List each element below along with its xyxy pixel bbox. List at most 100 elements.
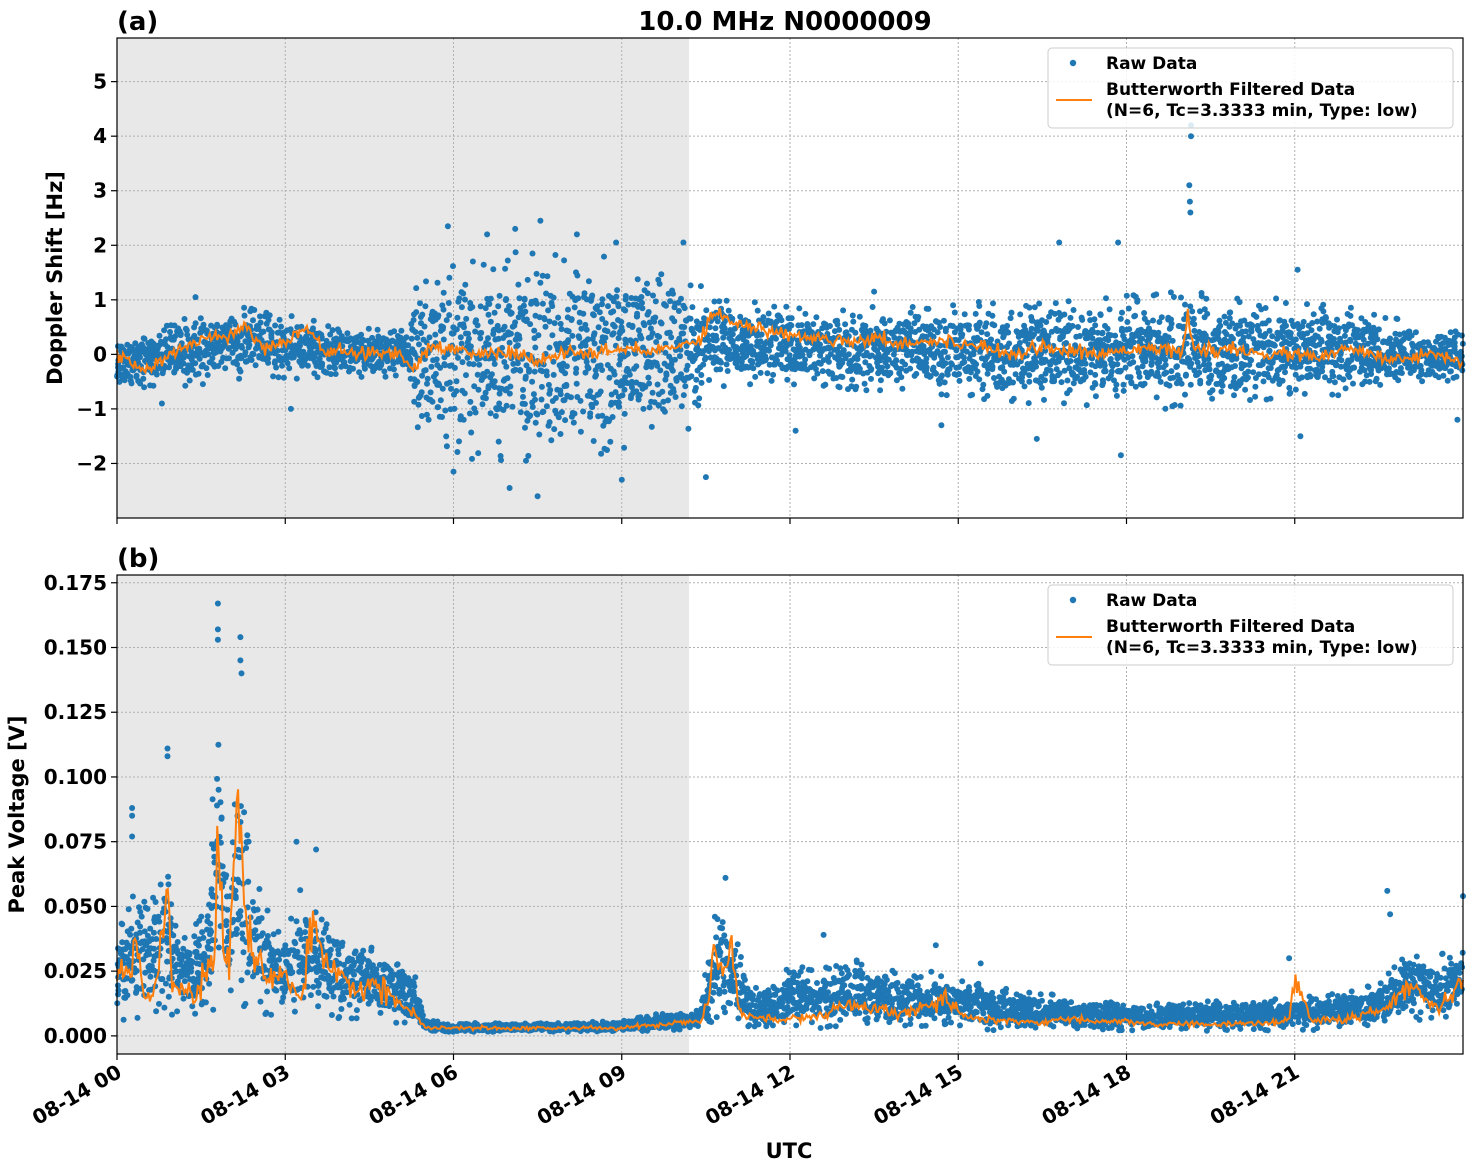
data-point (1113, 381, 1120, 388)
data-point (446, 274, 453, 281)
data-point (632, 350, 639, 357)
data-point (382, 342, 389, 349)
data-point (506, 308, 513, 315)
data-point (1070, 380, 1077, 387)
data-point (656, 333, 663, 340)
data-point (539, 272, 546, 279)
data-point (1419, 378, 1426, 385)
data-point (701, 356, 708, 363)
data-point (1301, 390, 1308, 397)
data-point (767, 339, 774, 346)
data-point (480, 261, 487, 268)
data-point (1449, 348, 1456, 355)
data-point (613, 293, 620, 300)
data-point (1262, 320, 1269, 327)
data-point (551, 320, 558, 327)
data-point (471, 383, 478, 390)
data-point (440, 336, 447, 343)
data-point (275, 374, 282, 381)
data-point (1320, 301, 1327, 308)
data-point (591, 340, 598, 347)
data-point (264, 907, 271, 914)
data-point (161, 327, 168, 334)
data-point (881, 320, 888, 327)
data-point (938, 359, 945, 366)
data-point (1201, 314, 1208, 321)
data-point (654, 362, 661, 369)
data-point (811, 375, 818, 382)
data-point (482, 389, 489, 396)
data-point (984, 370, 991, 377)
data-point (693, 376, 700, 383)
data-point (1292, 386, 1299, 393)
data-point (1190, 315, 1197, 322)
data-point (904, 320, 911, 327)
data-point (1038, 384, 1045, 391)
data-point (802, 310, 809, 317)
data-point (933, 370, 940, 377)
data-point (339, 335, 345, 342)
data-point (1221, 329, 1228, 335)
data-point (1061, 341, 1068, 347)
data-point (1229, 320, 1236, 327)
data-point-outlier (1294, 266, 1301, 273)
data-point (1001, 359, 1008, 365)
data-point (439, 385, 446, 392)
data-point (1453, 373, 1460, 380)
data-point (621, 386, 628, 393)
chart-title: 10.0 MHz N0000009 (638, 7, 931, 37)
data-point (1447, 368, 1454, 375)
data-point-outlier (1297, 433, 1304, 440)
data-point (1418, 369, 1425, 376)
data-point (661, 408, 668, 415)
data-point (1218, 388, 1225, 395)
data-point (540, 408, 547, 415)
data-point (495, 303, 502, 310)
data-point (215, 741, 222, 748)
data-point (1276, 317, 1283, 324)
data-point-outlier (1056, 239, 1063, 246)
data-point (1100, 342, 1107, 348)
data-point (145, 350, 152, 357)
data-point (678, 295, 684, 302)
data-point (557, 431, 564, 437)
data-point (604, 447, 610, 453)
data-point (394, 961, 401, 968)
data-point (877, 387, 884, 394)
data-point (307, 992, 314, 999)
data-point (1122, 364, 1129, 371)
data-point (449, 330, 456, 337)
data-point (268, 1011, 275, 1018)
data-point (377, 1009, 384, 1016)
data-point (976, 303, 983, 309)
data-point (599, 296, 606, 303)
data-point (681, 305, 688, 312)
data-point (887, 346, 894, 353)
data-point (1340, 376, 1347, 383)
panel-peak-voltage: 0.0000.0250.0500.0750.1000.1250.1500.175… (5, 544, 1466, 1163)
data-point (242, 358, 249, 365)
data-point (698, 320, 705, 327)
data-point (495, 335, 502, 342)
data-point (683, 374, 690, 381)
data-point (1101, 362, 1108, 369)
data-point (466, 410, 473, 417)
data-point (327, 371, 334, 378)
data-point (440, 306, 447, 313)
data-point (1064, 377, 1071, 384)
data-point (667, 389, 674, 396)
data-point (1007, 315, 1014, 322)
data-point (916, 346, 923, 353)
data-point (1231, 392, 1237, 399)
data-point (584, 392, 591, 399)
data-point (533, 300, 540, 307)
data-point (491, 361, 498, 367)
shaded-interval (117, 38, 690, 518)
data-point (863, 387, 870, 394)
data-point (592, 305, 599, 311)
data-point (1329, 368, 1336, 375)
data-point (134, 1014, 141, 1021)
data-point (580, 408, 587, 415)
data-point (268, 329, 275, 336)
data-point (141, 384, 148, 391)
